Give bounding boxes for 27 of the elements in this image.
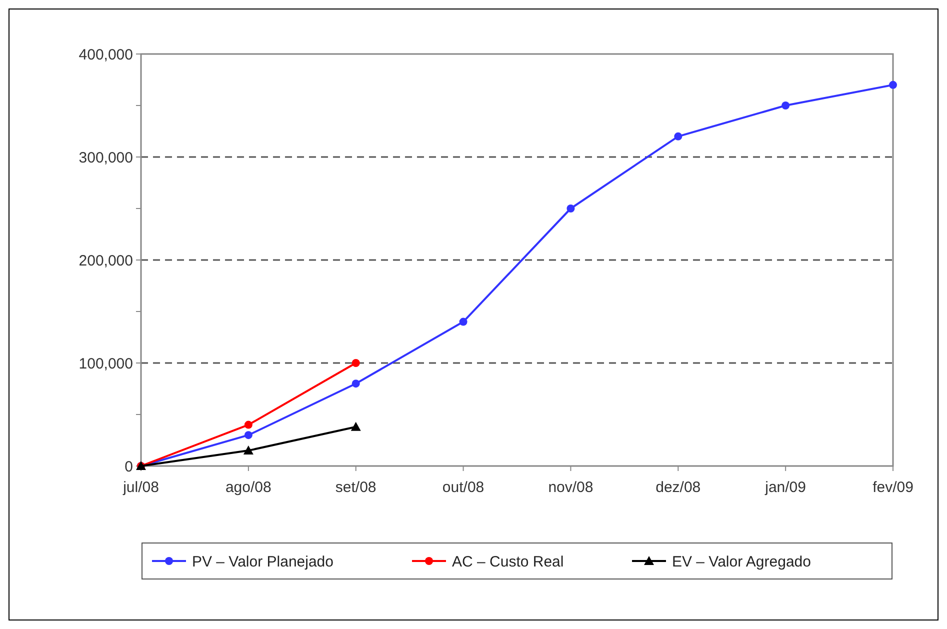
legend-label: PV – Valor Planejado [192,553,334,570]
point [566,204,575,212]
x-tick-label: fev/09 [872,479,914,496]
x-tick-label: jan/09 [764,479,806,496]
point [352,359,360,367]
x-tick-label: set/08 [335,479,376,496]
point [243,446,254,455]
point [244,420,252,429]
y-tick-label: 200,000 [78,252,133,270]
y-tick-label: 400,000 [78,46,133,64]
x-tick-label: dez/08 [656,479,701,496]
y-tick-label: 0 [124,458,133,476]
x-tick-label: out/08 [442,479,484,496]
x-tick-label: ago/08 [225,479,272,496]
point [352,380,360,388]
point [782,102,790,110]
point [350,422,361,431]
legend-label: AC – Custo Real [452,553,564,570]
x-tick-label: nov/08 [548,479,594,496]
x-tick-label: jul/08 [122,479,159,496]
point [674,132,682,140]
point [889,80,897,89]
point [244,431,252,440]
point [459,318,468,326]
y-tick-label: 300,000 [78,149,133,166]
y-tick-label: 100,000 [78,355,133,372]
legend-label: EV – Valor Agregado [672,553,811,570]
